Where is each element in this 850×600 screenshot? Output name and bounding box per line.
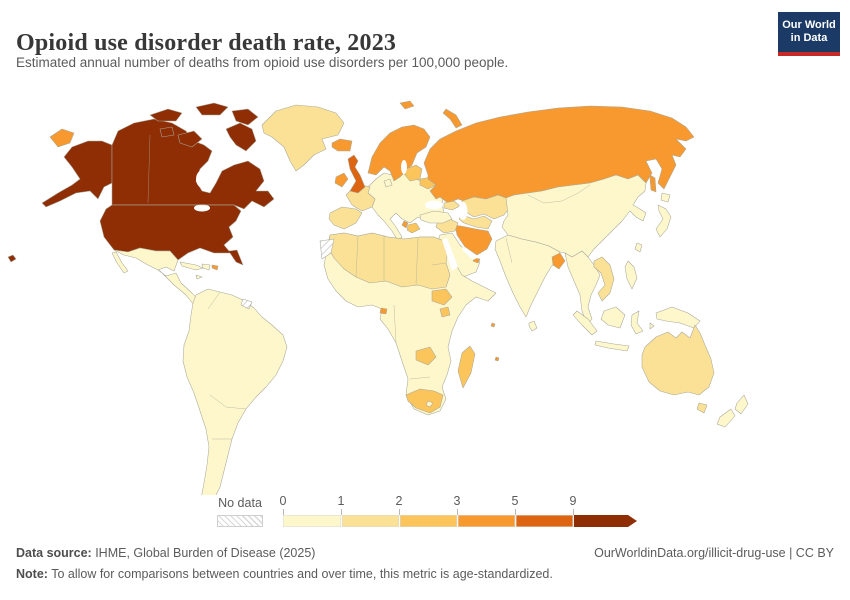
legend-tick-3: 3 [453,494,461,508]
owid-logo[interactable]: Our World in Data [778,12,840,56]
legend-tickmark [283,509,284,515]
region-hawaii[interactable] [7,254,17,263]
region-iberia[interactable] [328,206,363,230]
great-lakes [194,204,210,212]
region-southeast-asia[interactable] [564,250,601,326]
legend-tickmark [399,509,400,515]
region-indonesia[interactable] [572,306,655,352]
note-text: To allow for comparisons between countri… [47,567,553,581]
legend-tick-5: 5 [511,494,519,508]
region-caribbean[interactable] [179,261,211,280]
region-japan[interactable] [655,192,672,238]
region-south-sudan[interactable] [431,288,453,306]
region-iran[interactable] [454,224,493,256]
region-tasmania[interactable] [696,402,708,414]
region-canada[interactable] [111,118,275,210]
region-scandinavia[interactable] [367,124,431,182]
region-albania[interactable] [401,220,409,229]
region-turkey[interactable] [419,210,453,224]
data-source-text: IHME, Global Burden of Disease (2025) [91,546,316,560]
world-map-svg [7,100,749,495]
region-french-guiana[interactable] [240,298,253,310]
country-borders [113,134,591,440]
owid-logo-line2: in Data [790,32,828,44]
region-uae[interactable] [472,257,481,264]
world-map [0,95,850,495]
legend-bin-1-2[interactable] [341,515,399,527]
region-united-kingdom[interactable] [347,154,366,194]
region-bangladesh[interactable] [551,252,566,270]
region-new-zealand[interactable] [716,394,749,428]
legend-no-data-swatch[interactable] [217,515,263,527]
legend-tick-0: 0 [279,494,287,508]
data-source-label: Data source: [16,546,92,560]
region-australia[interactable] [641,324,715,396]
region-new-guinea[interactable] [655,306,701,329]
region-canada-arctic-islands[interactable] [149,102,259,152]
legend-tickmark [573,509,574,515]
region-puerto-rico[interactable] [211,264,219,271]
region-zambia[interactable] [415,346,437,366]
data-source-line: Data source: IHME, Global Burden of Dise… [16,546,315,560]
region-alaska[interactable] [41,140,113,208]
region-greece[interactable] [406,222,421,234]
legend-tickmark [457,509,458,515]
region-novaya-zemlya[interactable] [442,108,463,129]
legend-bin-3-5[interactable] [457,515,515,527]
region-sakhalin[interactable] [649,174,657,193]
caspian-sea [458,202,468,220]
baltic-sea [401,160,407,174]
chart-footer: Data source: IHME, Global Burden of Dise… [16,546,834,581]
hudson-bay [196,170,210,188]
region-ireland[interactable] [334,172,349,188]
region-greenland[interactable] [261,104,345,172]
page-title: Opioid use disorder death rate, 2023 [16,30,397,57]
legend-color-bar [283,515,637,527]
note-label: Note: [16,567,48,581]
legend-tickmark [515,509,516,515]
black-sea [425,200,443,210]
region-south-africa[interactable] [405,388,444,414]
region-lesotho[interactable] [425,400,434,408]
region-vietnam[interactable] [593,256,615,302]
red-sea [442,238,458,271]
owid-url-link[interactable]: OurWorldinData.org/illicit-drug-use | CC… [594,546,834,560]
region-china[interactable] [501,174,647,258]
persian-gulf [462,245,477,260]
legend-tick-9: 9 [569,494,577,508]
region-north-africa[interactable] [327,232,451,290]
region-western-sahara[interactable] [319,238,335,260]
region-caucasus[interactable] [443,200,461,211]
legend-tick-1: 1 [337,494,345,508]
region-taiwan[interactable] [634,242,643,253]
region-central-asia[interactable] [458,214,493,230]
note-line: Note: To allow for comparisons between c… [16,567,553,581]
region-south-america[interactable] [182,288,288,495]
region-iceland[interactable] [331,138,353,152]
region-uganda[interactable] [439,306,451,318]
region-chukotka-wrapped[interactable] [49,128,75,148]
region-philippines[interactable] [624,260,638,290]
legend-bin-2-3[interactable] [399,515,457,527]
legend-bin-9-plus[interactable] [573,515,637,527]
owid-logo-line1: Our World [782,18,836,31]
page-subtitle: Estimated annual number of deaths from o… [16,55,509,70]
legend-tick-2: 2 [395,494,403,508]
region-equatorial-guinea[interactable] [379,307,388,315]
region-madagascar[interactable] [457,345,476,389]
region-india[interactable] [494,234,561,318]
region-denmark[interactable] [383,178,393,188]
legend-tickmark [341,509,342,515]
legend-bin-5-9[interactable] [515,515,573,527]
region-svalbard[interactable] [399,100,415,110]
region-seychelles[interactable] [490,322,500,362]
region-sri-lanka[interactable] [528,320,538,332]
legend-bin-0-1[interactable] [283,515,341,527]
legend-no-data-label: No data [218,496,262,510]
